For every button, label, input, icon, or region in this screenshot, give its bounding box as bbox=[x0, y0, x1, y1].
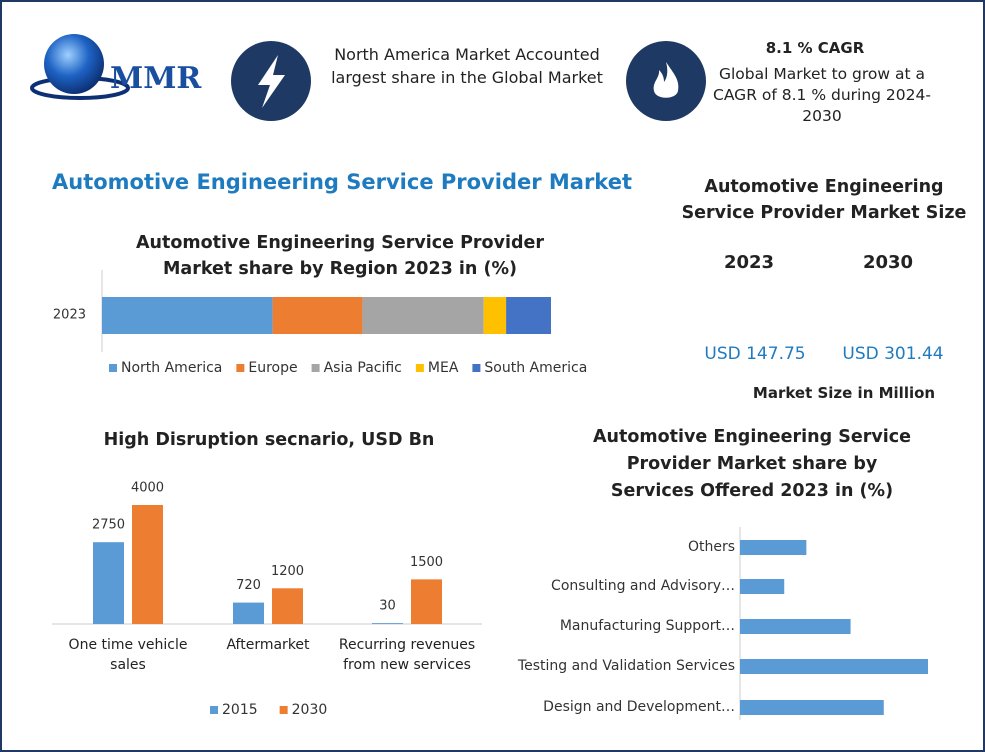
highlight-text: Global Market to grow at a CAGR of 8.1 %… bbox=[713, 65, 931, 125]
bar bbox=[233, 602, 264, 624]
y-tick-label: Others bbox=[688, 539, 735, 555]
size-note: Market Size in Million bbox=[752, 384, 936, 402]
bar bbox=[740, 579, 785, 594]
size-year: 2030 bbox=[862, 252, 914, 273]
bar bbox=[93, 542, 124, 624]
value-label: 4000 bbox=[131, 481, 164, 496]
x-tick-label: Recurring revenues from new services bbox=[338, 637, 476, 674]
chart-title: Automotive Engineering Service Provider … bbox=[593, 427, 911, 502]
bar bbox=[740, 700, 884, 715]
value-label: 1200 bbox=[271, 564, 304, 579]
bar-segment bbox=[102, 297, 273, 334]
y-tick-label: Consulting and Advisory… bbox=[551, 578, 735, 594]
legend-swatch bbox=[472, 364, 481, 372]
bar-segment bbox=[362, 297, 484, 334]
size-value: USD 301.44 bbox=[842, 344, 944, 364]
value-label: 2750 bbox=[92, 518, 125, 533]
size-year: 2023 bbox=[723, 252, 775, 273]
legend-label: Asia Pacific bbox=[324, 360, 402, 376]
icon-flame bbox=[653, 62, 679, 98]
legend-swatch bbox=[236, 364, 245, 372]
bar bbox=[740, 540, 807, 555]
legend-swatch bbox=[311, 364, 320, 372]
y-tick-label: Design and Development… bbox=[543, 699, 735, 715]
bar bbox=[132, 505, 163, 624]
legend-label: 2015 bbox=[222, 702, 258, 718]
value-label: 30 bbox=[379, 599, 396, 614]
legend-swatch bbox=[109, 364, 117, 372]
bar-segment bbox=[483, 297, 507, 334]
y-tick-label: 2023 bbox=[53, 308, 86, 323]
main-title: Automotive Engineering Service Provider … bbox=[52, 170, 632, 194]
legend-swatch bbox=[279, 706, 288, 714]
highlight-title: 8.1 % CAGR bbox=[765, 39, 865, 57]
legend-label: South America bbox=[484, 360, 587, 376]
bar-segment bbox=[272, 297, 363, 334]
bar-segment bbox=[506, 297, 551, 334]
size-title: Automotive Engineering Service Provider … bbox=[681, 177, 967, 224]
icon-lightning bbox=[258, 55, 285, 108]
logo-globe bbox=[44, 34, 104, 94]
bar bbox=[740, 619, 851, 634]
bar bbox=[411, 579, 442, 624]
legend-swatch bbox=[415, 364, 424, 372]
legend-swatch bbox=[210, 706, 218, 714]
y-tick-label: Testing and Validation Services bbox=[517, 658, 735, 674]
bar bbox=[740, 659, 928, 674]
highlight-text: North America Market Accounted largest s… bbox=[331, 45, 603, 88]
value-label: 720 bbox=[236, 578, 261, 593]
size-value: USD 147.75 bbox=[704, 344, 806, 364]
x-tick-label: One time vehicle sales bbox=[68, 637, 188, 674]
legend-label: MEA bbox=[428, 360, 459, 376]
legend-label: North America bbox=[121, 360, 222, 376]
bar bbox=[272, 588, 303, 624]
y-tick-label: Manufacturing Support… bbox=[560, 618, 735, 634]
value-label: 1500 bbox=[410, 555, 443, 570]
bar bbox=[372, 623, 403, 624]
logo-text: MMR bbox=[110, 61, 202, 96]
legend-label: Europe bbox=[248, 360, 297, 376]
legend-label: 2030 bbox=[292, 702, 328, 718]
chart-title: High Disruption secnario, USD Bn bbox=[103, 430, 435, 450]
chart-title: Automotive Engineering Service Provider … bbox=[136, 233, 544, 280]
x-tick-label: Aftermarket bbox=[226, 637, 310, 653]
